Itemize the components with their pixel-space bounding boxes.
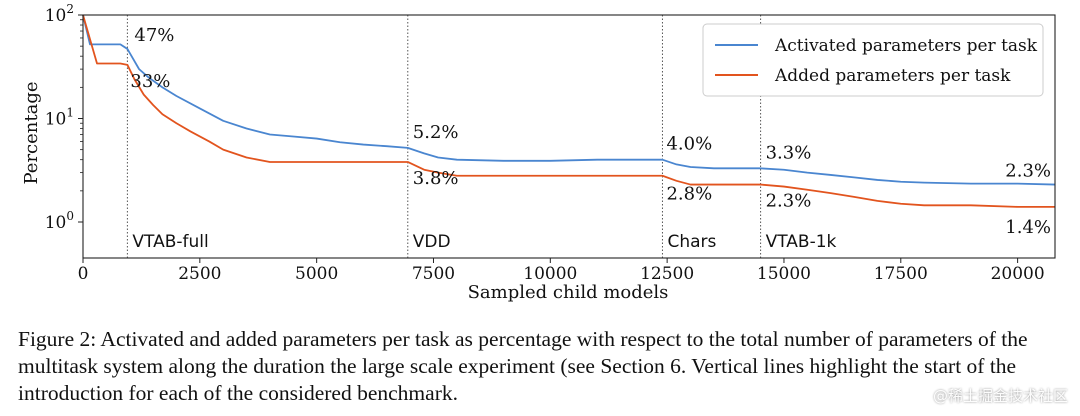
chart-svg: VTAB-full VDD Chars VTAB-1k 0 2500 5000 7500 10… xyxy=(21,2,1056,303)
x-tick-label-6: 15000 xyxy=(757,264,811,284)
x-tick-label-0: 0 xyxy=(78,264,89,284)
x-tick-label-8: 20000 xyxy=(991,264,1045,284)
y-axis-label: Percentage xyxy=(21,81,42,184)
figure-chart: VTAB-full VDD Chars VTAB-1k 0 2500 5000 7500 10… xyxy=(21,2,1056,303)
annotation-0: 47% xyxy=(134,25,174,46)
legend-label-1: Added parameters per task xyxy=(774,66,1011,86)
annotation-9: 1.4% xyxy=(1005,217,1051,238)
annotation-3: 3.8% xyxy=(413,168,459,189)
x-tick-label-5: 12500 xyxy=(640,264,694,284)
annotation-8: 2.3% xyxy=(1005,161,1051,182)
y-tick-label-2: 102 xyxy=(45,2,74,26)
x-tick-label-3: 7500 xyxy=(412,264,455,284)
annotation-5: 2.8% xyxy=(666,184,712,205)
annotation-7: 2.3% xyxy=(766,191,812,212)
benchmark-label-3: VTAB-1k xyxy=(766,232,837,252)
y-tick-label-0: 100 xyxy=(45,209,74,233)
x-axis-label: Sampled child models xyxy=(468,282,669,303)
benchmark-label-2: Chars xyxy=(667,232,716,252)
x-tick-label-7: 17500 xyxy=(874,264,928,284)
series-line-1 xyxy=(82,14,1055,208)
benchmark-label-0: VTAB-full xyxy=(132,232,208,252)
annotation-2: 5.2% xyxy=(413,122,459,143)
legend-label-0: Activated parameters per task xyxy=(774,36,1038,56)
benchmark-label-1: VDD xyxy=(413,232,451,252)
x-tick-label-4: 10000 xyxy=(523,264,577,284)
x-tick-label-1: 2500 xyxy=(178,264,221,284)
watermark: @稀土掘金技术社区 xyxy=(932,387,1068,405)
y-tick-label-1: 101 xyxy=(45,106,74,130)
annotation-4: 4.0% xyxy=(666,134,712,155)
plot-frame xyxy=(82,14,1056,259)
series-line-0 xyxy=(82,14,1056,186)
x-tick-label-2: 5000 xyxy=(295,264,338,284)
annotation-1: 33% xyxy=(130,71,170,92)
annotation-6: 3.3% xyxy=(766,142,812,163)
legend-box xyxy=(702,23,1044,97)
figure-caption: Figure 2: Activated and added parameters… xyxy=(18,327,1028,405)
